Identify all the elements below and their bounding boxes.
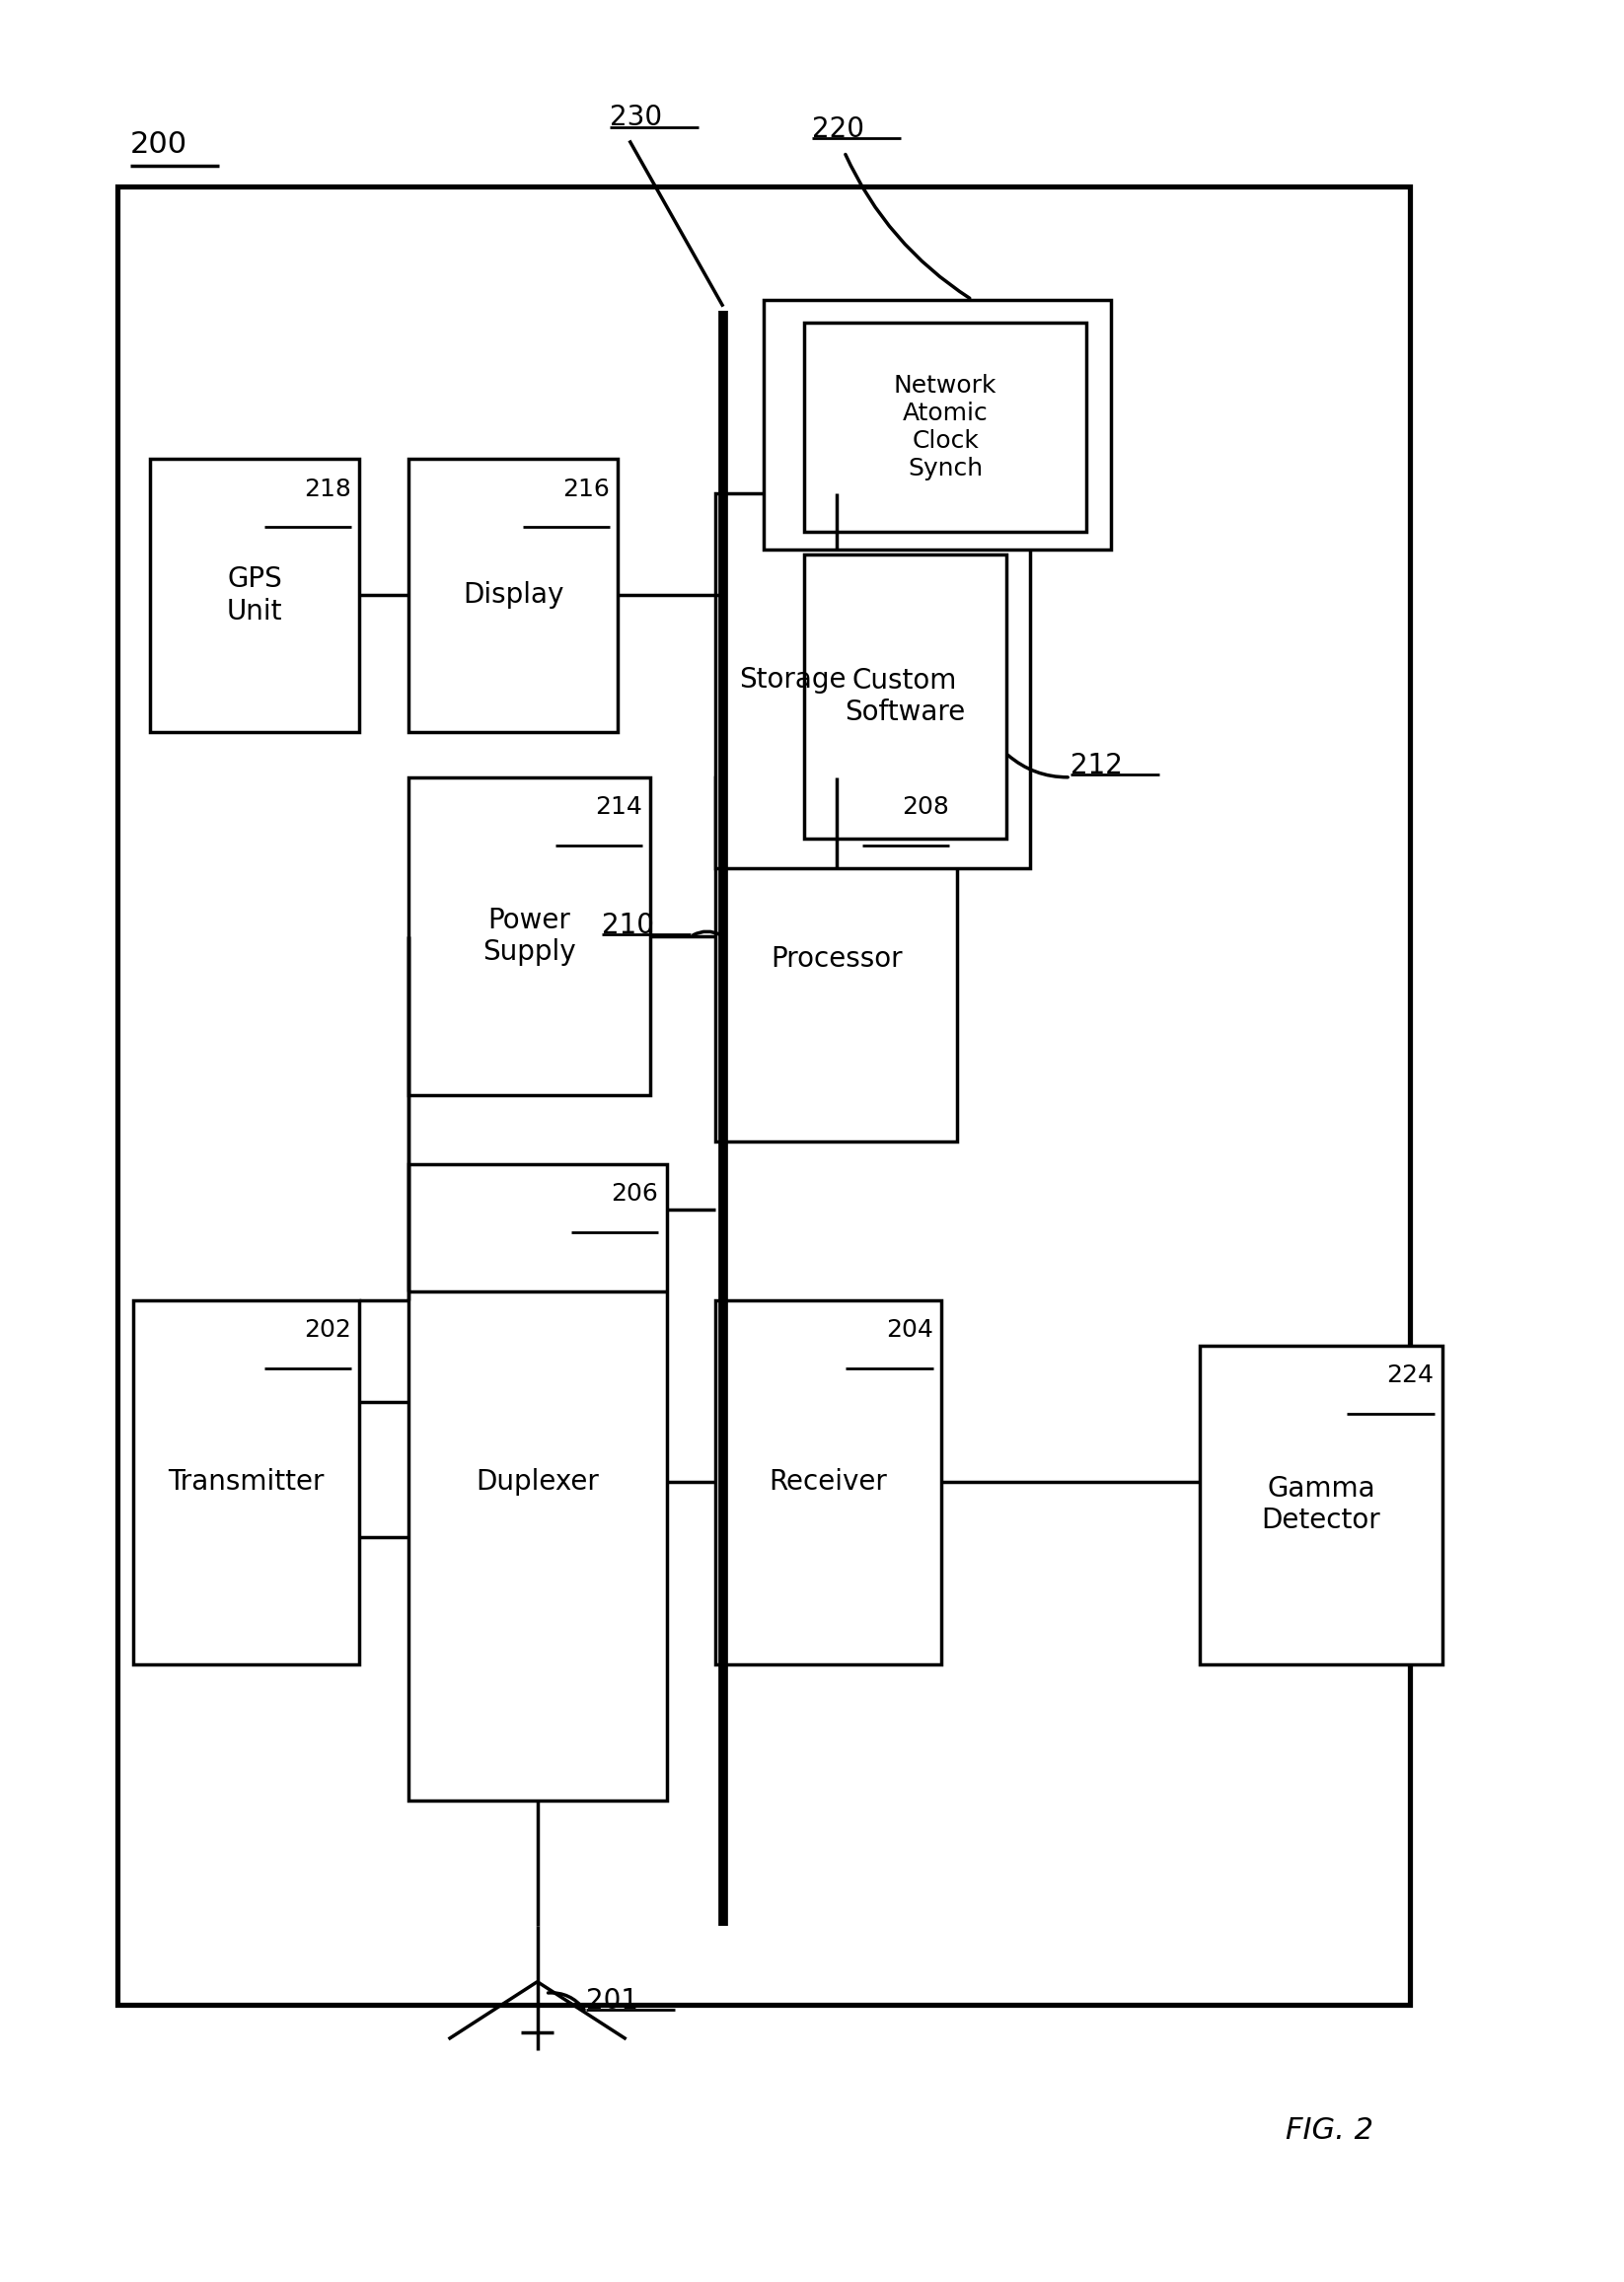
FancyBboxPatch shape	[804, 555, 1005, 837]
Text: GPS
Unit: GPS Unit	[227, 566, 283, 625]
Text: 200: 200	[130, 130, 187, 160]
FancyBboxPatch shape	[117, 187, 1410, 2006]
FancyBboxPatch shape	[715, 1301, 942, 1664]
FancyBboxPatch shape	[133, 1301, 359, 1664]
FancyBboxPatch shape	[408, 459, 619, 733]
Text: 224: 224	[1387, 1365, 1434, 1387]
Text: 204: 204	[887, 1319, 934, 1342]
Text: FIG. 2: FIG. 2	[1285, 2115, 1372, 2145]
Text: Storage: Storage	[739, 666, 846, 694]
Text: 220: 220	[812, 116, 864, 144]
Text: Display: Display	[463, 582, 564, 609]
FancyBboxPatch shape	[763, 299, 1111, 550]
Text: Network
Atomic
Clock
Synch: Network Atomic Clock Synch	[893, 374, 997, 479]
Text: Duplexer: Duplexer	[476, 1467, 599, 1497]
Text: 214: 214	[594, 796, 643, 819]
Text: Power
Supply: Power Supply	[482, 906, 577, 965]
FancyBboxPatch shape	[804, 322, 1086, 532]
Text: Gamma
Detector: Gamma Detector	[1262, 1474, 1380, 1534]
Text: 201: 201	[586, 1988, 638, 2015]
FancyBboxPatch shape	[149, 459, 359, 733]
Text: Custom
Software: Custom Software	[844, 666, 965, 726]
Text: 202: 202	[304, 1319, 351, 1342]
FancyBboxPatch shape	[408, 778, 651, 1095]
FancyBboxPatch shape	[1200, 1346, 1442, 1664]
FancyBboxPatch shape	[715, 493, 1030, 867]
FancyBboxPatch shape	[715, 778, 958, 1141]
Text: 208: 208	[901, 796, 950, 819]
Text: 218: 218	[304, 477, 351, 500]
Text: Receiver: Receiver	[770, 1467, 887, 1497]
Text: 216: 216	[564, 477, 611, 500]
Text: 206: 206	[611, 1182, 658, 1205]
Text: Transmitter: Transmitter	[169, 1467, 325, 1497]
Text: Processor: Processor	[770, 945, 903, 972]
Text: 210: 210	[603, 911, 654, 938]
Text: 230: 230	[611, 105, 663, 132]
Text: 212: 212	[1070, 753, 1122, 780]
FancyBboxPatch shape	[408, 1164, 666, 1800]
